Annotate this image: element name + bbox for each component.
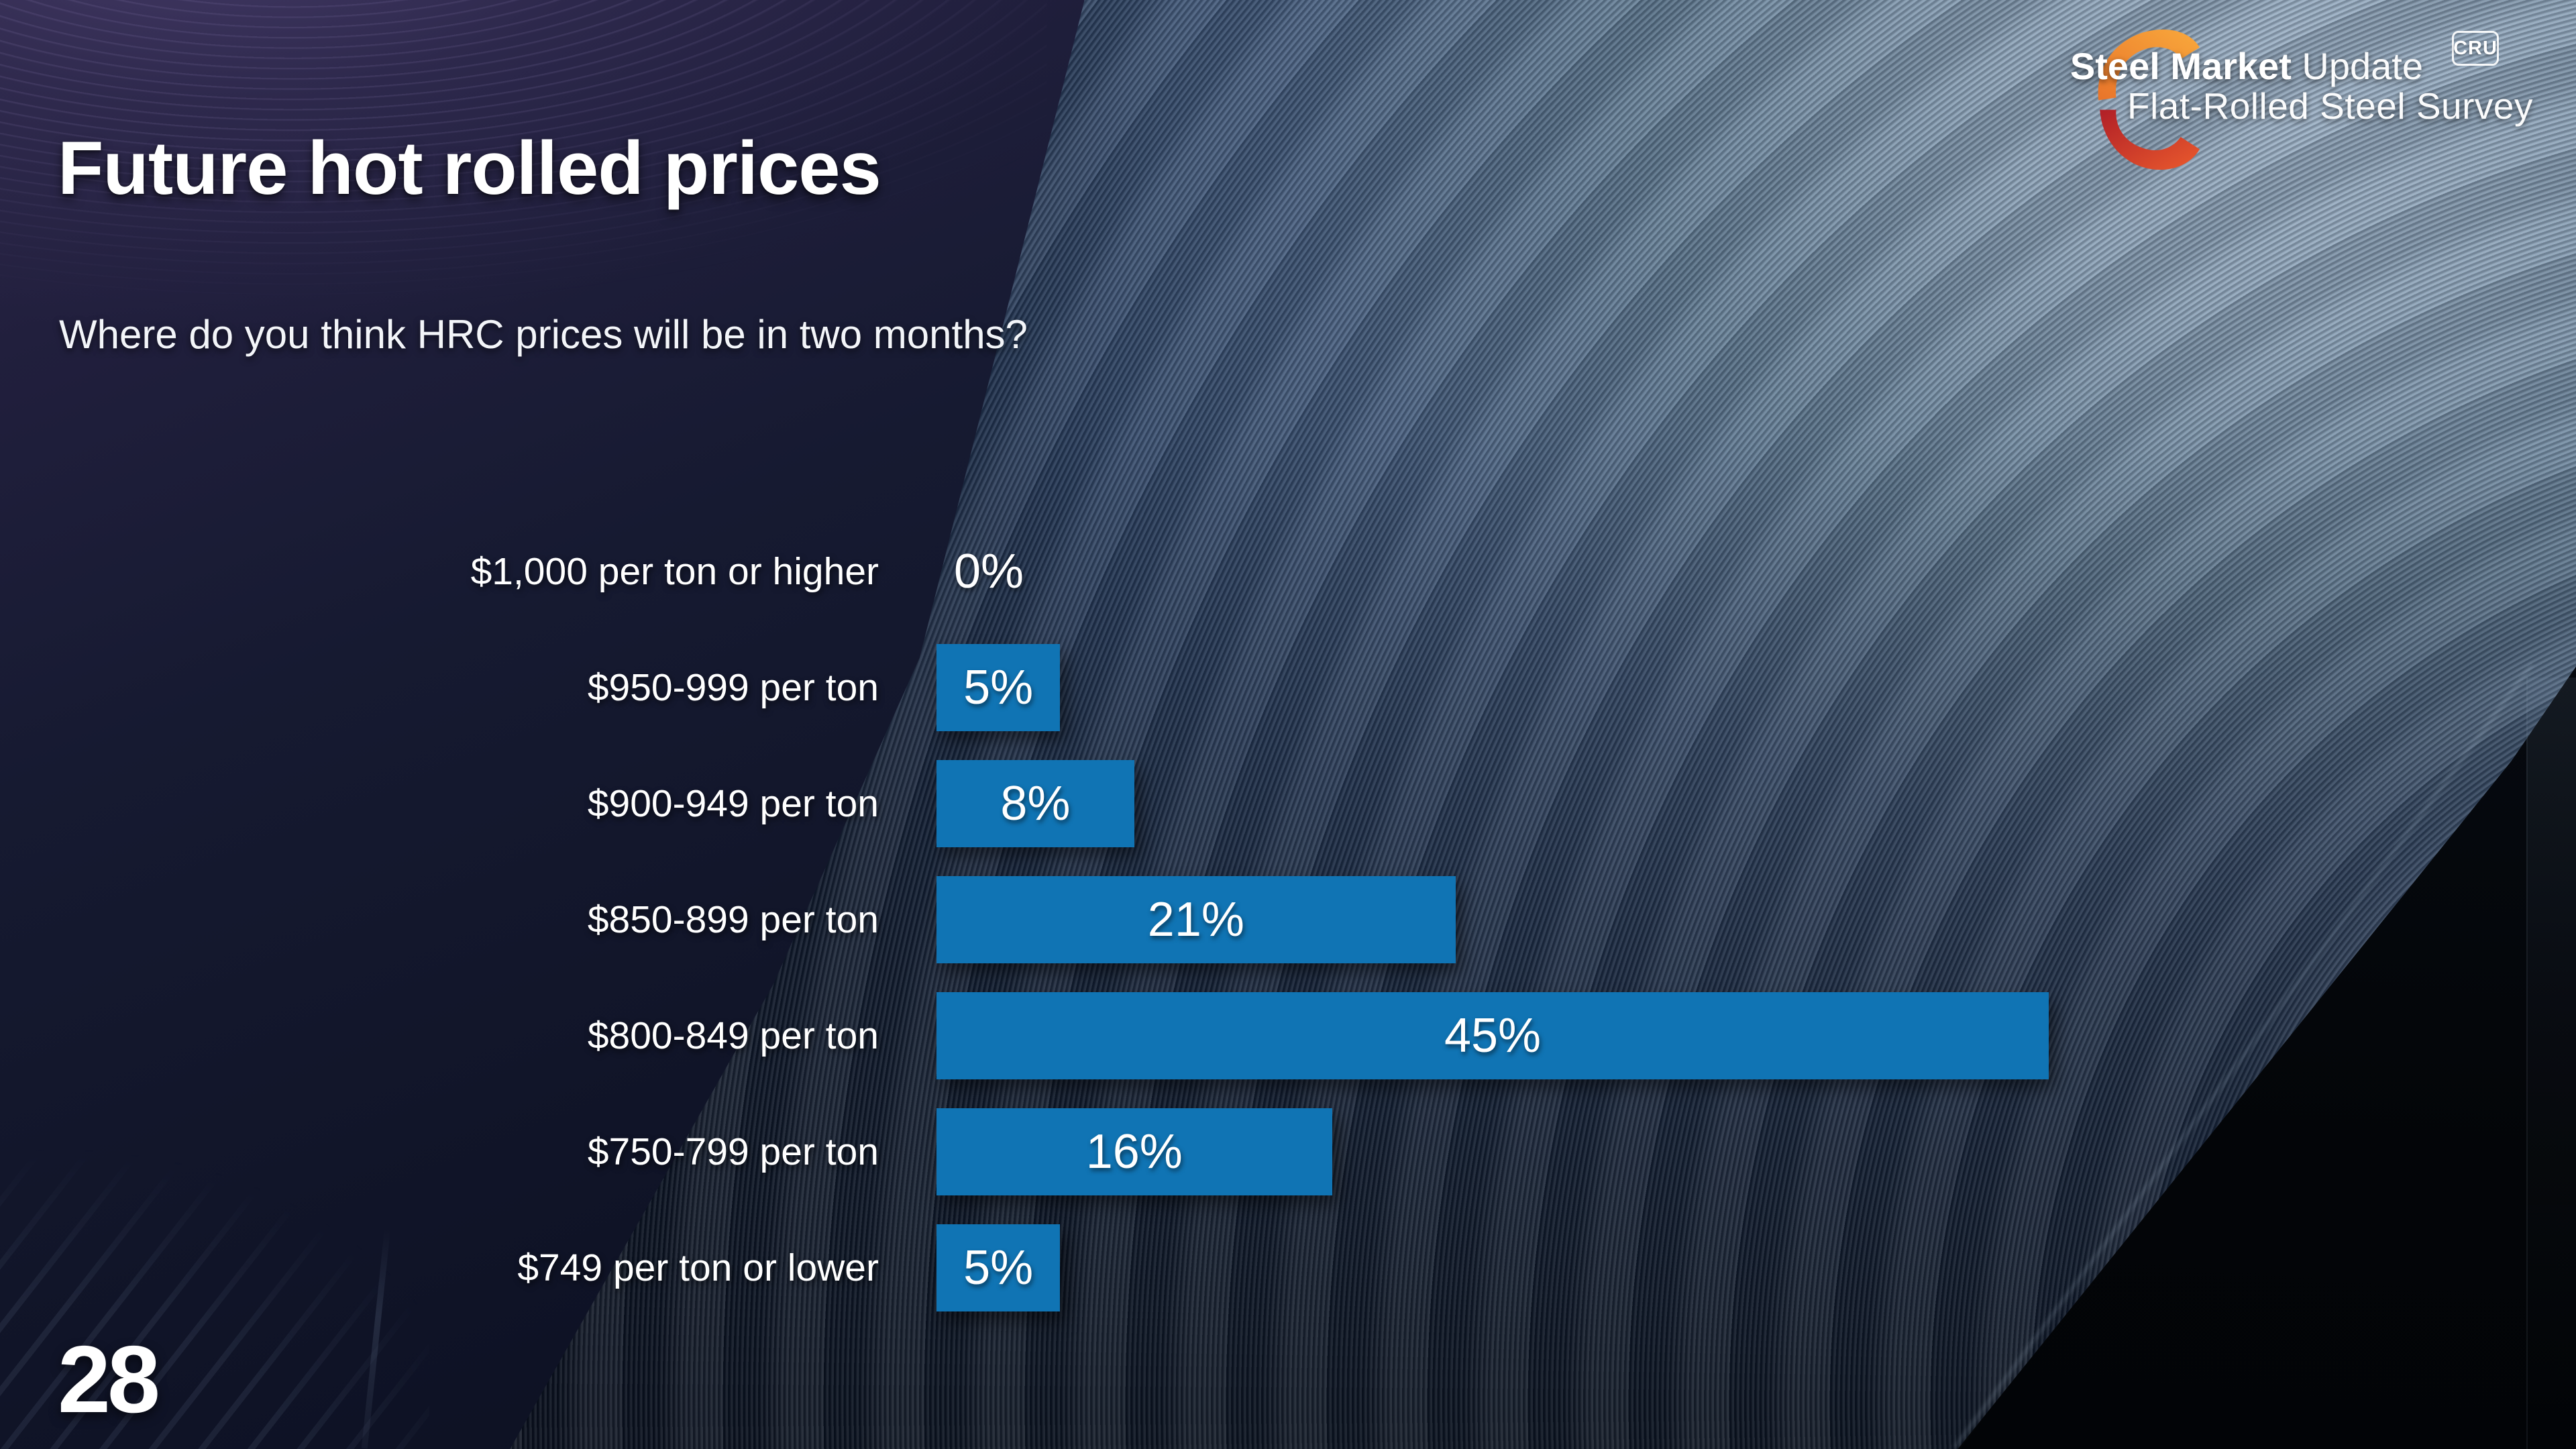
bar-track: 0% [936, 528, 2049, 615]
cru-badge: CRU [2452, 31, 2499, 66]
chart-row: $900-949 per ton 8% [288, 760, 2049, 847]
page-number: 28 [58, 1326, 160, 1433]
value-label: 8% [1000, 777, 1071, 830]
bar: 21% [936, 876, 1456, 963]
value-label: 45% [1444, 1009, 1542, 1063]
bar: 5% [936, 1224, 1061, 1311]
value-label: 21% [1147, 893, 1244, 947]
category-label: $900-949 per ton [587, 782, 879, 825]
bar-track: 16% [936, 1108, 2049, 1195]
bar-track: 45% [936, 992, 2049, 1079]
bar: 16% [936, 1108, 1332, 1195]
survey-question: Where do you think HRC prices will be in… [59, 312, 1028, 357]
logo-subbrand: Flat-Rolled Steel Survey [2127, 85, 2533, 127]
chart-row: $1,000 per ton or higher 0% [288, 528, 2049, 615]
logo-steel-market-update: Steel Market Update Flat-Rolled Steel Su… [2025, 16, 2534, 191]
value-label: 0% [954, 545, 1024, 598]
logo-brand-light: Update [2302, 45, 2423, 87]
page-title: Future hot rolled prices [58, 126, 881, 210]
chart-row: $750-799 per ton 16% [288, 1108, 2049, 1195]
logo-brand-bold: Steel Market [2070, 45, 2292, 87]
category-label: $1,000 per ton or higher [470, 550, 879, 593]
value-label: 5% [963, 661, 1034, 714]
category-label: $749 per ton or lower [517, 1246, 879, 1289]
bar: 45% [936, 992, 2049, 1079]
bar: 8% [936, 760, 1134, 847]
category-label: $750-799 per ton [587, 1130, 879, 1173]
chart-row: $749 per ton or lower 5% [288, 1224, 2049, 1311]
category-label: $950-999 per ton [587, 666, 879, 709]
bar-track: 8% [936, 760, 2049, 847]
bar-track: 5% [936, 644, 2049, 731]
background-machinery-slats [0, 1134, 429, 1449]
bar-track: 21% [936, 876, 2049, 963]
value-label: 16% [1085, 1125, 1183, 1179]
value-label: 5% [963, 1241, 1034, 1295]
bar-chart: $1,000 per ton or higher 0% $950-999 per t… [288, 528, 2049, 1340]
bar-track: 5% [936, 1224, 2049, 1311]
chart-row: $950-999 per ton 5% [288, 644, 2049, 731]
background-coil-swirls [0, 0, 1046, 443]
chart-row: $850-899 per ton 21% [288, 876, 2049, 963]
logo-brand-line: Steel Market Update [2070, 44, 2423, 88]
category-label: $800-849 per ton [587, 1014, 879, 1057]
background-right-edge [2526, 678, 2576, 1449]
chart-row: $800-849 per ton 45% [288, 992, 2049, 1079]
category-label: $850-899 per ton [587, 898, 879, 941]
coil-swoosh-icon [2098, 30, 2200, 170]
bar: 5% [936, 644, 1061, 731]
